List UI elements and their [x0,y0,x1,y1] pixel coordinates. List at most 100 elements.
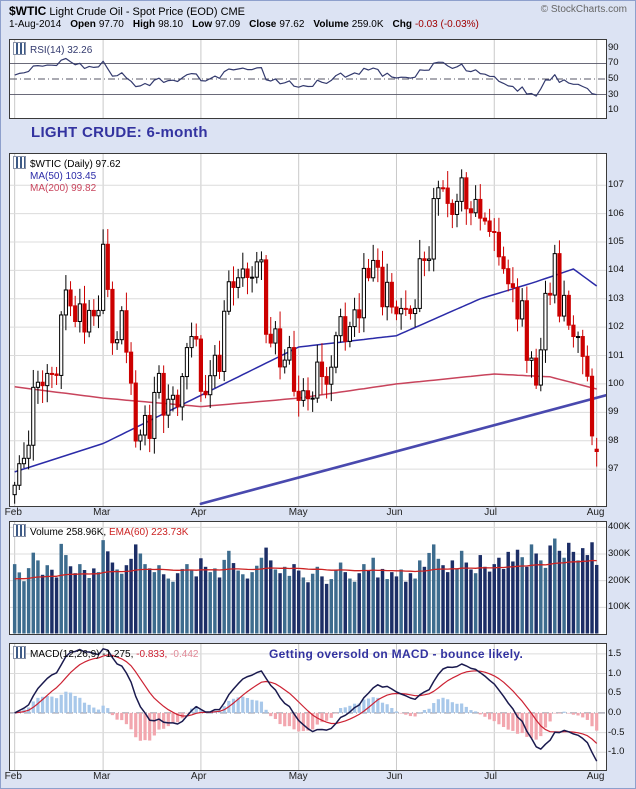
axis-tick-label: 101 [608,349,624,361]
quote-value: 98.10 [158,19,184,30]
macd-signal-line [14,654,598,744]
quote-label: High [132,19,156,30]
quote-value: 259.0K [351,19,384,30]
axis-tick-label: 300K [608,548,631,559]
quote-label: Chg [392,19,412,30]
month-label: Feb [4,507,22,518]
chart-title: Light Crude Oil - Spot Price (EOD) CME [49,6,246,18]
month-label: Jul [484,507,498,518]
rsi-legend-text: RSI(14) 32.26 [30,45,93,56]
chart-header: $WTIC Light Crude Oil - Spot Price (EOD)… [9,4,629,18]
month-label: Jul [484,771,498,782]
axis-tick-label: 103 [608,292,624,304]
axis-tick-label: 105 [608,236,624,247]
date: 1-Aug-2014 [9,19,62,30]
month-label: Feb [4,771,22,782]
macd-value: -1.275, [102,649,134,660]
macd-line [14,648,598,762]
right-axis-labels: 90 70 50 30 10 107 106 105 104 103 102 101 100 99 98 97… [608,1,635,788]
rsi-legend: RSI(14) 32.26 [13,42,92,57]
price-legend: $WTIC (Daily) 97.62 MA(50) 103.45 MA(200… [13,156,121,195]
panel-chart-icon [13,156,26,169]
ma200-legend: MA(200) 99.82 [30,183,97,194]
axis-tick-label: 50 [608,73,619,84]
axis-tick-label: 10 [608,104,619,116]
axis-tick-label: 1.5 [608,647,622,659]
axis-tick-label: 30 [608,88,619,100]
rsi-panel [9,39,607,119]
quote-label: Volume [313,19,349,30]
macd-legend-label: MACD(12,26,9) [30,649,100,660]
volume-legend-text: Volume 258.96K, [30,527,107,538]
month-label: Mar [93,771,111,782]
month-label: Aug [586,771,605,782]
support-trendline [199,393,606,506]
ma200-line [14,373,597,408]
volume-ema-line [14,559,597,580]
axis-tick-label: 106 [608,207,624,219]
month-label: Mar [93,507,111,518]
copyright: © StockCharts.com [540,4,627,15]
rsi-line [14,57,597,97]
axis-tick-label: 99 [608,406,619,418]
quote-label: Open [70,19,96,30]
axis-tick-label: 100 [608,377,624,389]
axis-tick-label: 90 [608,41,619,53]
axis-tick-label: 70 [608,57,619,69]
month-label: Jun [386,507,403,518]
volume-ema-legend: EMA(60) 223.73K [108,527,189,538]
month-gridlines [14,40,598,118]
quote-value: -0.03 (-0.03%) [414,19,479,30]
month-label: Apr [190,507,207,518]
month-gridlines [14,154,598,506]
macd-hist-value: -0.442 [170,649,199,660]
axis-tick-label: 102 [608,321,624,333]
annotation-macd-note: Getting oversold on MACD - bounce likely… [269,647,524,661]
ma50-line [14,268,598,473]
axis-tick-label: 98 [608,434,619,446]
volume-legend: Volume 258.96K, EMA(60) 223.73K [13,524,188,539]
month-label: Apr [190,771,207,782]
month-label: May [288,507,308,518]
volume-bars [12,538,599,634]
macd-panel [9,643,607,771]
quote-value: 97.62 [279,19,305,30]
axis-tick-label: 104 [608,264,624,276]
volume-panel [9,521,607,635]
quote-row: 1-Aug-2014 Open 97.70 High 98.10 Low 97.09 Clos… [9,19,479,30]
axis-tick-label: 0.5 [608,687,622,699]
rsi-level-lines [10,62,606,96]
macd-legend: MACD(12,26,9) -1.275, -0.833, -0.442 [13,646,198,661]
quote-value: 97.70 [98,19,124,30]
candlesticks [12,169,599,504]
axis-tick-label: -1.0 [608,746,625,758]
month-label: Aug [586,507,605,518]
month-axis-bottom: Feb Mar Apr May Jun Jul Aug [1,771,635,783]
axis-tick-label: 100K [608,601,631,613]
axis-tick-label: 400K [608,521,631,533]
macd-histogram [13,691,599,741]
ma50-legend: MA(50) 103.45 [30,171,97,182]
annotation-light-crude: LIGHT CRUDE: 6-month [31,124,208,141]
axis-tick-label: 200K [608,574,631,586]
month-axis-middle: Feb Mar Apr May Jun Jul Aug [1,507,635,519]
price-gridlines [10,184,606,470]
axis-tick-label: -0.5 [608,726,625,738]
panel-chart-icon [13,42,26,55]
price-panel [9,153,607,507]
panel-chart-icon [13,646,26,659]
price-legend-symbol: $WTIC (Daily) 97.62 [30,159,121,170]
axis-tick-label: 0.0 [608,706,622,718]
month-label: Jun [386,771,403,782]
symbol: $WTIC [9,4,47,18]
axis-tick-label: 1.0 [608,667,622,679]
macd-signal-value: -0.833, [136,649,168,660]
quote-label: Close [249,19,277,30]
quote-label: Low [192,19,213,30]
axis-tick-label: 97 [608,463,619,475]
macd-gridlines [10,653,606,753]
axis-tick-label: 107 [608,179,624,191]
month-label: May [288,771,308,782]
panel-chart-icon [13,524,26,537]
